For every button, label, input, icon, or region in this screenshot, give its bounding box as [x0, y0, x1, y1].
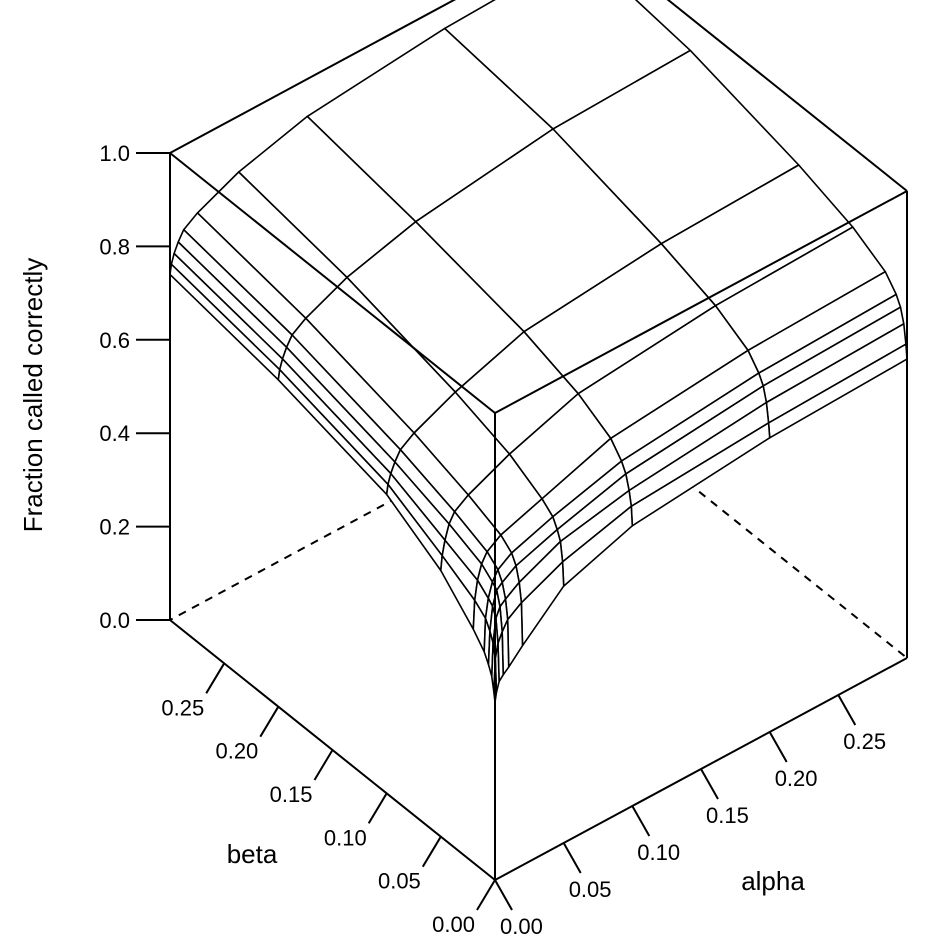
beta-tick — [313, 749, 334, 781]
box-edge — [666, 0, 908, 192]
alpha-tick — [562, 842, 582, 874]
beta-tick — [205, 662, 226, 694]
beta-tick — [259, 706, 280, 738]
z-tick-label: 0.4 — [99, 421, 130, 446]
beta-tick — [367, 792, 388, 824]
alpha-tick-label: 0.20 — [775, 766, 818, 791]
beta-tick-label: 0.20 — [215, 739, 258, 764]
z-tick-label: 0.2 — [99, 515, 130, 540]
axis-ticks: 0.0 0.2 0.4 0.6 0.8 1.0 0.00 0.05 0.10 0.15 0.20 0.… — [99, 141, 886, 939]
z-axis-title: Fraction called correctly — [18, 258, 48, 533]
x-axis-title: alpha — [741, 866, 805, 896]
alpha-tick-label: 0.15 — [706, 803, 749, 828]
alpha-tick-label: 0.10 — [637, 840, 680, 865]
beta-tick-label: 0.00 — [432, 912, 475, 937]
beta-tick-label: 0.15 — [270, 782, 313, 807]
z-tick-label: 0.0 — [99, 608, 130, 633]
beta-tick-label: 0.05 — [378, 869, 421, 894]
alpha-tick — [494, 879, 513, 911]
z-tick-label: 1.0 — [99, 141, 130, 166]
box-edge-hidden — [581, 397, 908, 659]
y-axis-title: beta — [227, 839, 278, 869]
alpha-tick-label: 0.00 — [500, 914, 543, 939]
alpha-tick — [837, 694, 857, 726]
alpha-tick — [700, 768, 719, 800]
z-tick-label: 0.8 — [99, 234, 130, 259]
alpha-tick — [631, 805, 651, 837]
alpha-tick — [768, 731, 788, 763]
beta-tick — [476, 879, 496, 911]
box-edge — [494, 190, 908, 414]
alpha-tick-label: 0.05 — [569, 877, 612, 902]
box-edge — [169, 0, 457, 154]
box-edge — [169, 152, 496, 414]
beta-tick-label: 0.25 — [161, 695, 204, 720]
beta-tick — [421, 836, 442, 868]
z-tick-label: 0.6 — [99, 328, 130, 353]
alpha-tick-label: 0.25 — [843, 729, 886, 754]
beta-tick-label: 0.10 — [324, 825, 367, 850]
surface-mesh — [169, 0, 908, 704]
